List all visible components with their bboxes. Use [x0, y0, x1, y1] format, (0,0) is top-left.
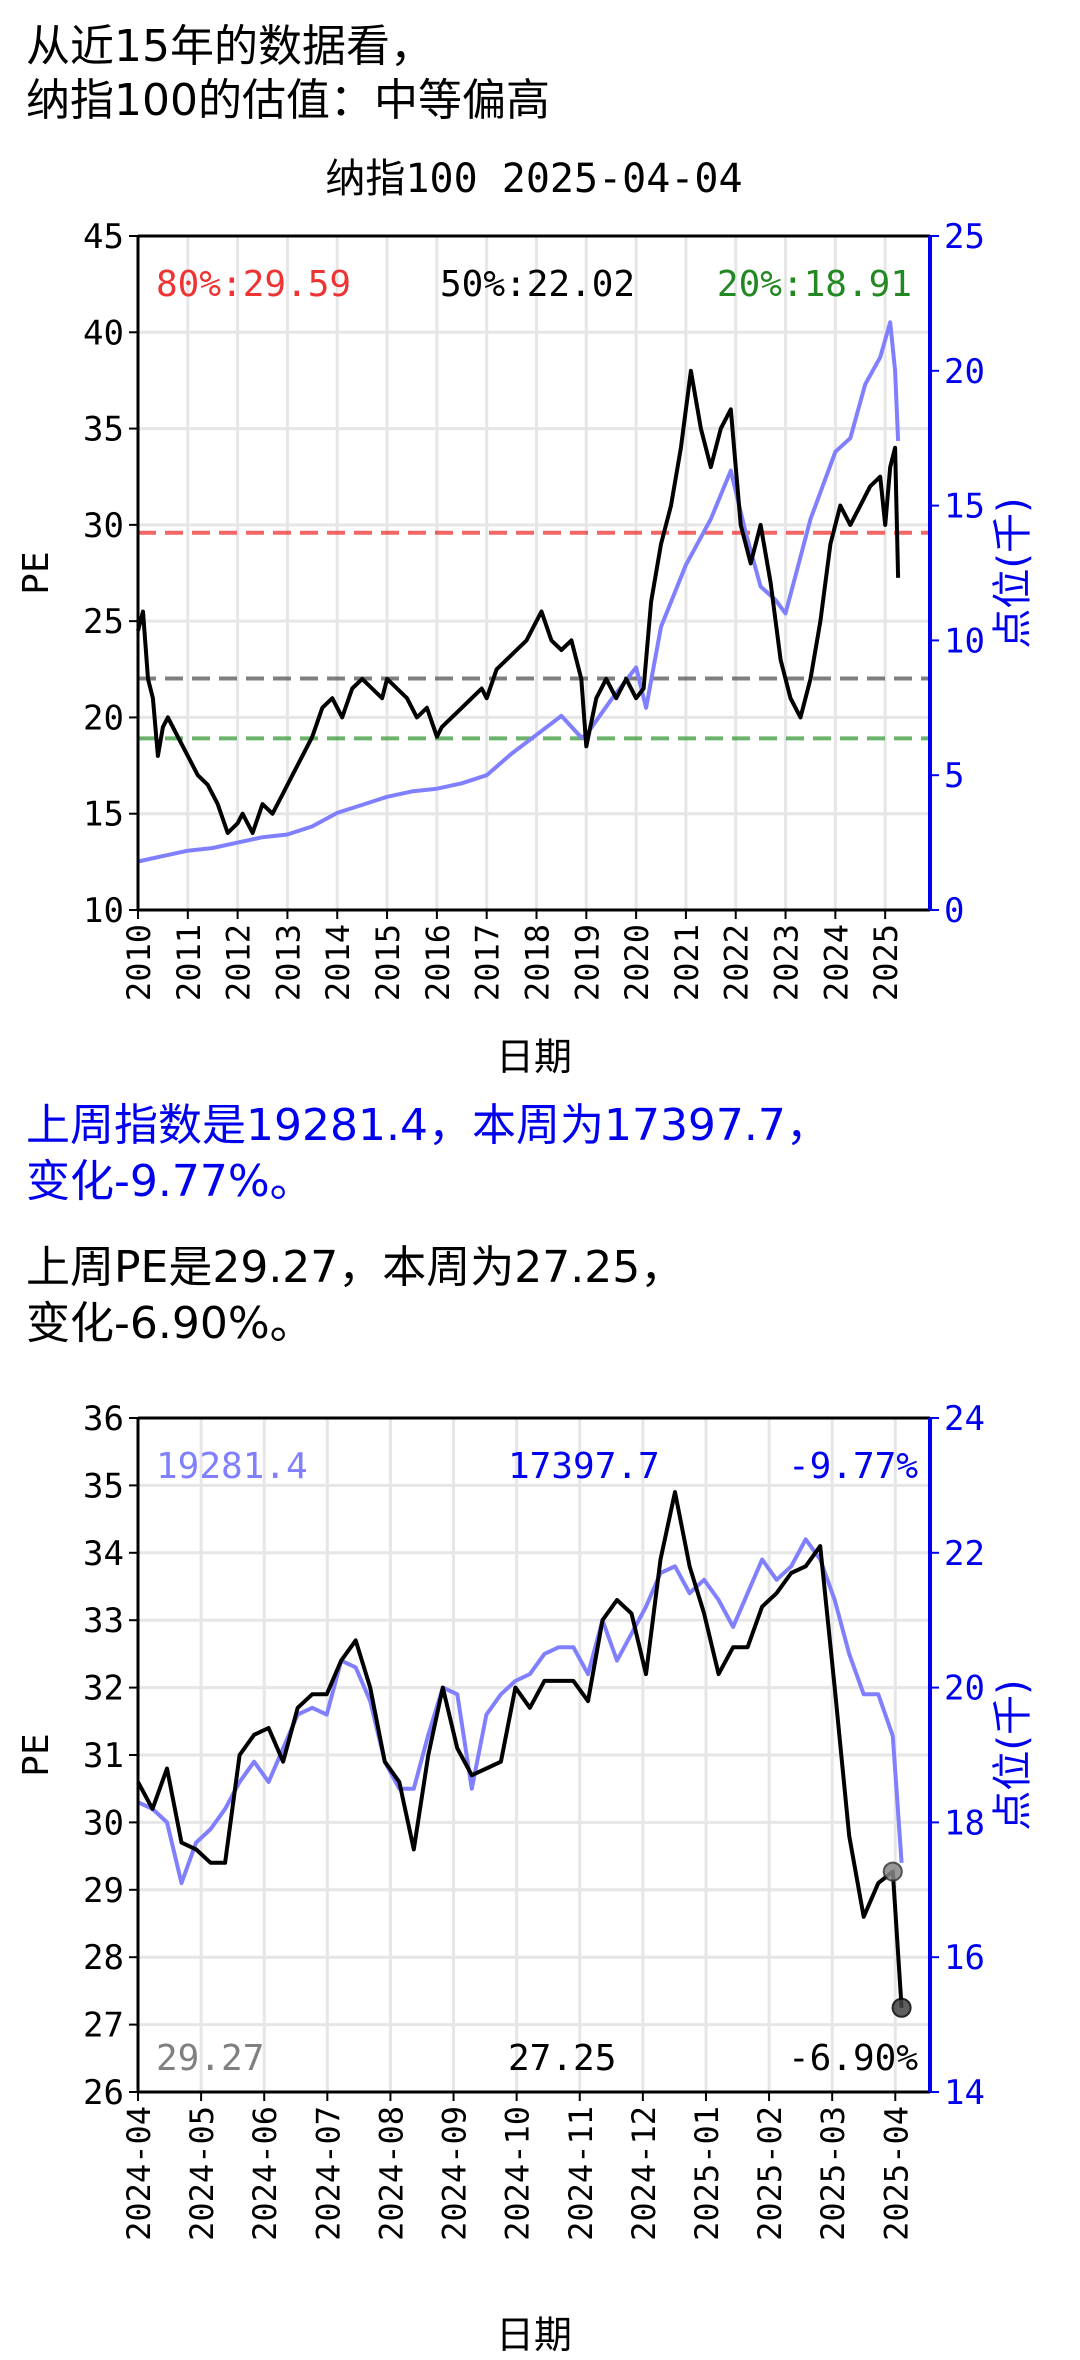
index-series-line: [137, 1537, 904, 1886]
pe-change-label: -6.90%: [788, 2038, 918, 2079]
p50-label: 50%:22.02: [440, 264, 635, 305]
x-tick-label: 2025-02: [751, 2106, 789, 2241]
index-summary-line-2: 变化-9.77%。: [26, 1156, 314, 1207]
y2-tick-label: 22: [944, 1534, 985, 1574]
y-tick-label: 27: [83, 2006, 124, 2046]
x-tick-label: 2025-01: [688, 2106, 726, 2241]
y2-tick-label: 15: [944, 487, 985, 527]
x-tick-label: 2017: [469, 924, 507, 1001]
x-tick-label: 2021: [668, 924, 706, 1001]
pe-this-week-label: 27.25: [508, 2038, 616, 2079]
y2-tick-label: 20: [944, 352, 985, 392]
y-tick-label: 31: [83, 1736, 124, 1776]
x-tick-label: 2024-12: [625, 2106, 663, 2241]
pe-recent-year-chart: 2024-04 2024-05 2024-06 2024-07 2024-08 2024-…: [16, 1400, 1036, 2357]
y-tick-label: 28: [83, 1938, 124, 1978]
pe-last-week-marker: [882, 1861, 903, 1882]
y2-tick-label: 0: [944, 891, 964, 931]
x-axis-label: 日期: [496, 2313, 572, 2357]
x-tick-label: 2025: [867, 924, 905, 1001]
x-tick-label: 2018: [518, 924, 556, 1001]
y-tick-label: 29: [83, 1871, 124, 1911]
y2-tick-label: 24: [944, 1400, 985, 1439]
y-tick-label: 33: [83, 1601, 124, 1641]
x-tick-label: 2019: [568, 924, 606, 1001]
index-change-summary: 上周指数是19281.4，本周为17397.7， 变化-9.77%。: [26, 1098, 830, 1210]
y-tick-label: 15: [83, 795, 124, 835]
x-tick-label: 2015: [369, 924, 407, 1001]
y-axis-label: PE: [16, 1733, 57, 1776]
x-tick-label: 2024-09: [436, 2106, 474, 2241]
headline-line-2: 纳指100的估值：中等偏高: [26, 75, 550, 126]
x-tick-label: 2024-06: [246, 2106, 284, 2241]
y-axis-label: PE: [16, 551, 57, 594]
x-tick-label: 2024-11: [562, 2106, 600, 2241]
y2-tick-label: 16: [944, 1938, 985, 1978]
x-tick-label: 2016: [419, 924, 457, 1001]
pe-summary-line-2: 变化-6.90%。: [26, 1298, 314, 1349]
x-tick-label: 2011: [170, 924, 208, 1001]
y-tick-label: 20: [83, 698, 124, 738]
index-this-week-label: 17397.7: [508, 1446, 660, 1487]
chart-title: 纳指100 2025-04-04: [325, 156, 742, 202]
y-tick-label: 30: [83, 506, 124, 546]
y-tick-label: 35: [83, 410, 124, 450]
x-tick-label: 2024-07: [309, 2106, 347, 2241]
x-tick-label: 2010: [120, 924, 158, 1001]
y2-axis-label: 点位(千): [990, 497, 1036, 648]
y2-tick-label: 20: [944, 1669, 985, 1709]
y-tick-label: 40: [83, 313, 124, 353]
y2-tick-label: 25: [944, 217, 985, 257]
x-tick-label: 2024-05: [183, 2106, 221, 2241]
y-tick-label: 25: [83, 602, 124, 642]
y-tick-label: 30: [83, 1803, 124, 1843]
x-axis-label: 日期: [496, 1035, 572, 1079]
y2-tick-label: 14: [944, 2073, 985, 2113]
y-tick-label: 10: [83, 891, 124, 931]
pe-last-week-label: 29.27: [156, 2038, 264, 2079]
headline-line-1: 从近15年的数据看，: [26, 21, 434, 72]
y2-axis-label: 点位(千): [990, 1679, 1036, 1830]
index-last-week-label: 19281.4: [156, 1446, 308, 1487]
index-change-label: -9.77%: [788, 1446, 918, 1487]
x-tick-label: 2013: [269, 924, 307, 1001]
pe-series-line: [136, 1490, 904, 2008]
headline: 从近15年的数据看， 纳指100的估值：中等偏高: [26, 20, 550, 128]
x-tick-label: 2024: [817, 924, 855, 1001]
x-tick-label: 2014: [319, 924, 357, 1001]
x-tick-label: 2012: [220, 924, 258, 1001]
p20-label: 20%:18.91: [717, 264, 912, 305]
p80-label: 80%:29.59: [156, 264, 351, 305]
y-tick-label: 26: [83, 2073, 124, 2113]
x-tick-label: 2024-10: [499, 2106, 537, 2241]
x-tick-label: 2023: [768, 924, 806, 1001]
y2-tick-label: 10: [944, 621, 985, 661]
pe-series-line: [136, 368, 901, 835]
y-tick-label: 35: [83, 1466, 124, 1506]
x-tick-label: 2025-04: [877, 2106, 915, 2241]
y-tick-label: 32: [83, 1669, 124, 1709]
pe-summary-line-1: 上周PE是29.27，本周为27.25，: [26, 1242, 685, 1293]
y2-tick-label: 5: [944, 756, 964, 796]
y-tick-label: 45: [83, 217, 124, 257]
x-tick-label: 2025-03: [814, 2106, 852, 2241]
pe-change-summary: 上周PE是29.27，本周为27.25， 变化-6.90%。: [26, 1240, 684, 1352]
x-tick-label: 2022: [718, 924, 756, 1001]
x-tick-label: 2024-04: [120, 2106, 158, 2241]
x-tick-label: 2024-08: [372, 2106, 410, 2241]
x-tick-label: 2020: [618, 924, 656, 1001]
y-tick-label: 36: [83, 1400, 124, 1439]
pe-this-week-marker: [891, 1997, 912, 2018]
y2-tick-label: 18: [944, 1803, 985, 1843]
index-summary-line-1: 上周指数是19281.4，本周为17397.7，: [26, 1100, 830, 1151]
y-tick-label: 34: [83, 1534, 124, 1574]
